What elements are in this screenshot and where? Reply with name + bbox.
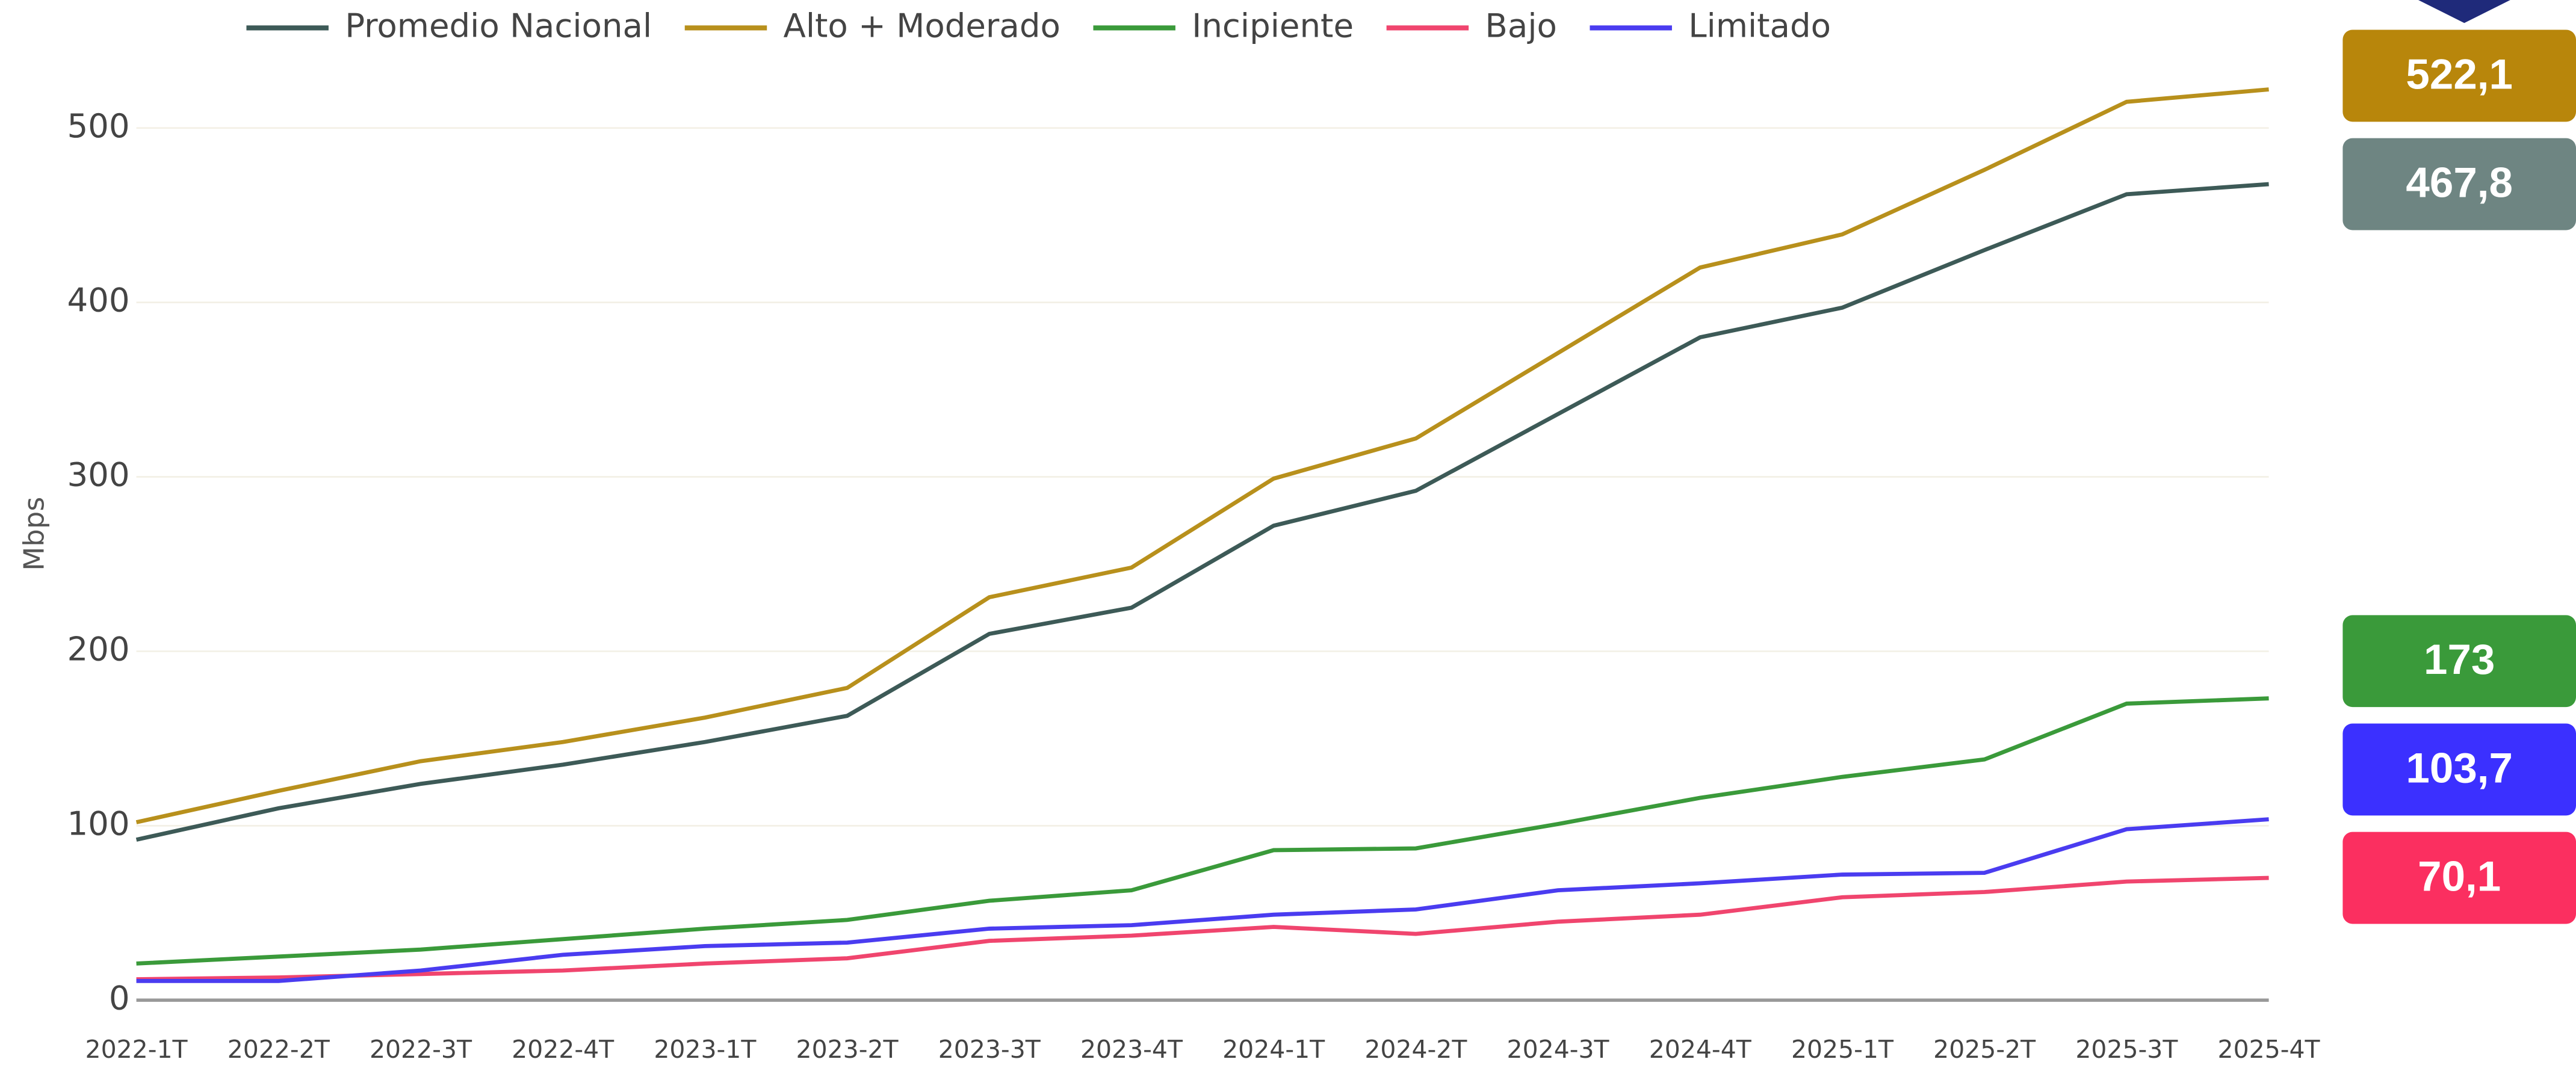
end-badge (2342, 615, 2576, 708)
end-badge-label: 467,8 (2406, 159, 2513, 207)
legend-label: Alto + Moderado (784, 7, 1060, 45)
x-tick-label: 2025-4T (2218, 1035, 2321, 1064)
x-tick-label: 2024-4T (1649, 1035, 1752, 1064)
y-tick-label: 0 (109, 978, 130, 1017)
end-badge-label: 70,1 (2418, 853, 2501, 901)
end-badge-label: 173 (2424, 636, 2495, 684)
end-badge-label: 103,7 (2406, 744, 2513, 792)
x-tick-label: 2023-1T (654, 1035, 757, 1064)
x-tick-label: 2022-1T (85, 1035, 188, 1064)
x-tick-label: 2022-4T (512, 1035, 615, 1064)
legend-label: Promedio Nacional (345, 7, 652, 45)
series-line (135, 182, 2269, 842)
x-tick-label: 2023-2T (796, 1035, 899, 1064)
y-axis-label: Mbps (18, 497, 51, 571)
series-line (135, 87, 2269, 824)
x-tick-label: 2025-3T (2075, 1035, 2178, 1064)
x-tick-label: 2025-2T (1933, 1035, 2036, 1064)
x-tick-label: 2022-2T (228, 1035, 330, 1064)
x-tick-label: 2024-3T (1507, 1035, 1610, 1064)
y-tick-label: 300 (67, 455, 129, 494)
x-tick-label: 2023-3T (938, 1035, 1041, 1064)
end-badge (2342, 832, 2576, 924)
x-tick-label: 2024-1T (1222, 1035, 1325, 1064)
x-tick-label: 2023-4T (1080, 1035, 1183, 1064)
end-badge (2342, 723, 2576, 816)
y-tick-label: 100 (67, 804, 129, 842)
series-line (136, 696, 2269, 966)
legend-label: Incipiente (1192, 7, 1354, 45)
x-tick-label: 2022-3T (370, 1035, 472, 1064)
legend-label: Limitado (1688, 7, 1831, 45)
decor-arrow (2418, 0, 2510, 23)
series-line (136, 875, 2269, 981)
end-badge-label: 522,1 (2406, 51, 2513, 98)
legend-label: Bajo (1485, 7, 1556, 45)
end-badge (2342, 138, 2576, 230)
x-tick-label: 2024-2T (1364, 1035, 1467, 1064)
y-tick-label: 200 (67, 630, 129, 668)
x-tick-label: 2025-1T (1791, 1035, 1894, 1064)
series-line (136, 817, 2269, 983)
y-tick-label: 400 (67, 281, 129, 319)
y-tick-label: 500 (67, 106, 129, 145)
end-badge (2342, 29, 2576, 122)
